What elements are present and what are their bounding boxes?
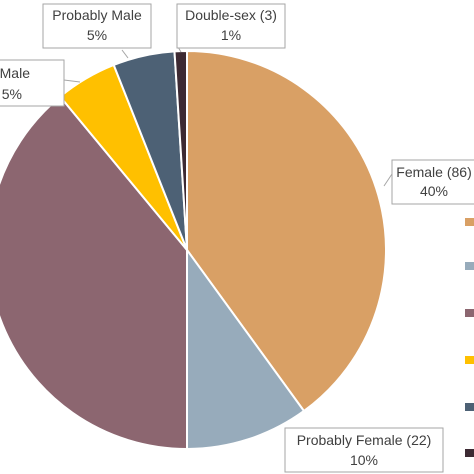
legend-swatch-0 [465,218,474,226]
label-male-line2: 5% [2,86,22,102]
legend-swatch-2 [465,309,474,317]
label-double-sex-line2: 1% [221,27,241,43]
data-label-probably-female: Probably Female (22) 10% [284,427,444,473]
label-double-sex-line1: Double-sex (3) [185,7,277,23]
label-female-line1: Female (86) [396,164,471,180]
legend-swatch-4 [465,403,474,411]
label-female-line2: 40% [420,183,448,199]
legend-swatch-5 [465,449,474,457]
pie-slice-unlabeled-2 [0,95,188,451]
data-label-male: Male 5% [0,59,65,107]
pie-slice-probably-female [186,246,306,451]
label-probably-male-line1: Probably Male [52,7,142,23]
pie-slice-female [186,49,387,413]
pie-slices [0,49,387,451]
label-probably-female-line1: Probably Female (22) [297,432,432,448]
leader-probably-male [121,49,129,59]
label-probably-male-line2: 5% [87,27,107,43]
label-probably-female-line2: 10% [350,452,378,468]
data-label-female: Female (86) 40% [391,159,474,205]
label-male-line1: Male [0,65,30,81]
legend-swatch-1 [465,262,474,270]
legend-swatch-3 [465,356,474,364]
legend [465,218,474,457]
leader-male [63,79,81,83]
data-label-probably-male: Probably Male 5% [42,3,152,49]
data-label-double-sex: Double-sex (3) 1% [176,3,286,49]
